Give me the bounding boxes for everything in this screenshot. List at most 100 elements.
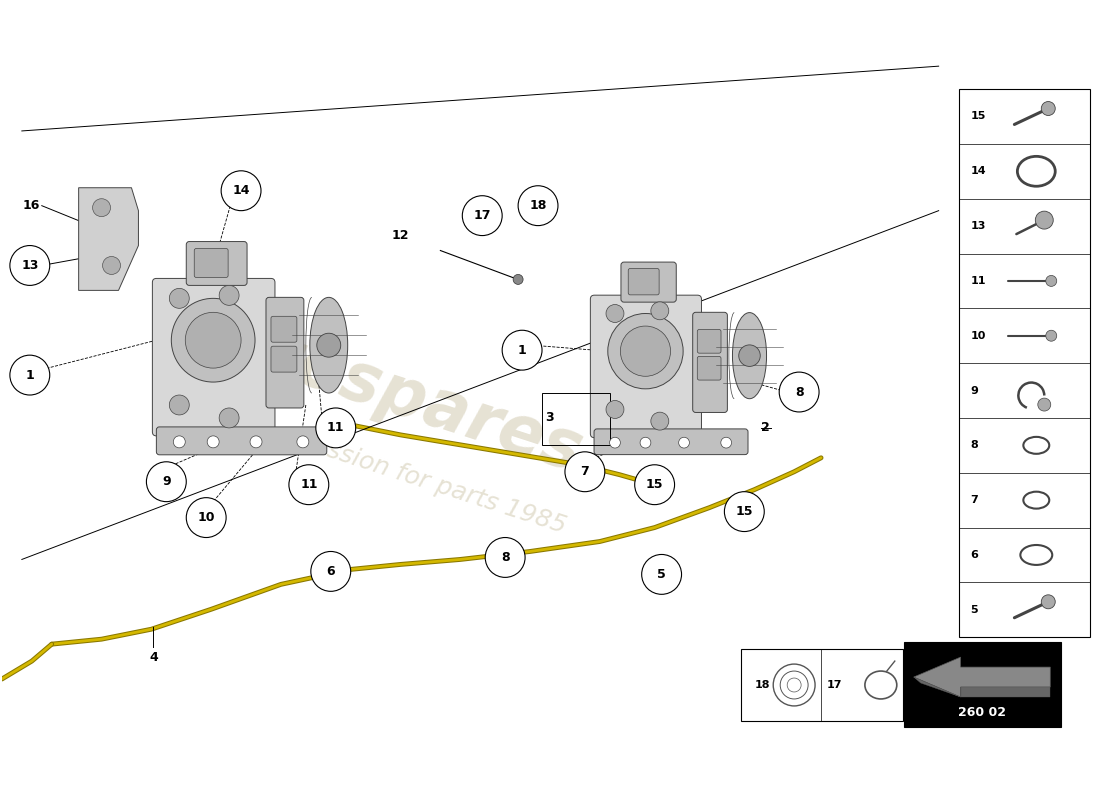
Circle shape — [651, 412, 669, 430]
Text: 13: 13 — [22, 259, 40, 272]
Circle shape — [635, 465, 674, 505]
Circle shape — [679, 438, 690, 448]
Circle shape — [485, 538, 525, 578]
Text: 10: 10 — [197, 511, 215, 524]
Text: 15: 15 — [646, 478, 663, 491]
Circle shape — [606, 401, 624, 418]
Ellipse shape — [310, 298, 348, 393]
FancyBboxPatch shape — [594, 429, 748, 454]
Text: a passion for parts 1985: a passion for parts 1985 — [272, 422, 569, 538]
Circle shape — [640, 438, 651, 448]
Circle shape — [316, 408, 355, 448]
Circle shape — [739, 345, 760, 366]
Circle shape — [92, 198, 110, 217]
FancyBboxPatch shape — [628, 269, 659, 295]
Circle shape — [720, 438, 732, 448]
Text: 1: 1 — [518, 344, 527, 357]
Circle shape — [462, 196, 503, 235]
Circle shape — [172, 298, 255, 382]
Circle shape — [219, 286, 239, 306]
Text: 1: 1 — [25, 369, 34, 382]
Text: 11: 11 — [300, 478, 318, 491]
Circle shape — [779, 372, 820, 412]
Text: 6: 6 — [970, 550, 978, 560]
Circle shape — [503, 330, 542, 370]
Bar — [958, 89, 1090, 637]
Circle shape — [609, 438, 620, 448]
Text: 17: 17 — [473, 209, 491, 222]
Circle shape — [518, 186, 558, 226]
Circle shape — [725, 492, 764, 531]
FancyBboxPatch shape — [156, 427, 327, 455]
Text: 18: 18 — [529, 199, 547, 212]
FancyBboxPatch shape — [621, 262, 676, 302]
Text: 9: 9 — [970, 386, 978, 395]
Circle shape — [641, 554, 682, 594]
Circle shape — [207, 436, 219, 448]
Text: 11: 11 — [970, 276, 986, 286]
Text: 7: 7 — [970, 495, 978, 505]
Text: 5: 5 — [657, 568, 665, 581]
Circle shape — [146, 462, 186, 502]
Circle shape — [297, 436, 309, 448]
Polygon shape — [960, 687, 1050, 697]
FancyBboxPatch shape — [195, 249, 228, 278]
Circle shape — [102, 257, 121, 274]
Circle shape — [317, 334, 341, 357]
Polygon shape — [914, 677, 960, 697]
Text: 8: 8 — [500, 551, 509, 564]
Text: 8: 8 — [795, 386, 803, 398]
Circle shape — [221, 170, 261, 210]
Circle shape — [219, 408, 239, 428]
FancyBboxPatch shape — [591, 295, 702, 438]
Text: 17: 17 — [827, 680, 843, 690]
Circle shape — [10, 246, 49, 286]
Polygon shape — [914, 657, 1050, 697]
Circle shape — [1042, 595, 1055, 609]
FancyBboxPatch shape — [153, 278, 275, 436]
Circle shape — [186, 498, 227, 538]
FancyBboxPatch shape — [266, 298, 304, 408]
Text: 2: 2 — [761, 422, 770, 434]
Text: 18: 18 — [755, 680, 770, 690]
Circle shape — [174, 436, 185, 448]
Ellipse shape — [733, 313, 767, 398]
FancyBboxPatch shape — [697, 356, 720, 380]
FancyBboxPatch shape — [271, 346, 297, 372]
Text: eurospares: eurospares — [170, 294, 591, 486]
Circle shape — [513, 274, 524, 285]
Circle shape — [1035, 211, 1053, 229]
Text: 8: 8 — [970, 440, 978, 450]
FancyBboxPatch shape — [697, 330, 720, 353]
Text: 6: 6 — [327, 565, 336, 578]
Circle shape — [565, 452, 605, 492]
Circle shape — [10, 355, 49, 395]
Bar — [904, 642, 1062, 727]
Text: 5: 5 — [970, 605, 978, 614]
Text: 15: 15 — [970, 111, 986, 122]
Text: 16: 16 — [22, 199, 40, 212]
Circle shape — [250, 436, 262, 448]
Text: 9: 9 — [162, 475, 170, 488]
Text: 14: 14 — [970, 166, 987, 176]
Text: 10: 10 — [970, 330, 986, 341]
Circle shape — [1042, 102, 1055, 115]
Text: 11: 11 — [327, 422, 344, 434]
Text: 12: 12 — [392, 229, 409, 242]
Circle shape — [620, 326, 671, 376]
Circle shape — [169, 395, 189, 415]
Text: 7: 7 — [581, 466, 590, 478]
Text: 15: 15 — [736, 505, 754, 518]
Circle shape — [311, 551, 351, 591]
Text: 14: 14 — [232, 184, 250, 198]
Circle shape — [651, 302, 669, 320]
FancyBboxPatch shape — [693, 312, 727, 413]
Polygon shape — [78, 188, 139, 290]
Circle shape — [606, 305, 624, 322]
Circle shape — [1046, 330, 1057, 342]
Circle shape — [169, 288, 189, 308]
Text: 4: 4 — [148, 650, 157, 664]
Bar — [542, 393, 609, 445]
FancyBboxPatch shape — [186, 242, 248, 286]
Circle shape — [1037, 398, 1050, 411]
